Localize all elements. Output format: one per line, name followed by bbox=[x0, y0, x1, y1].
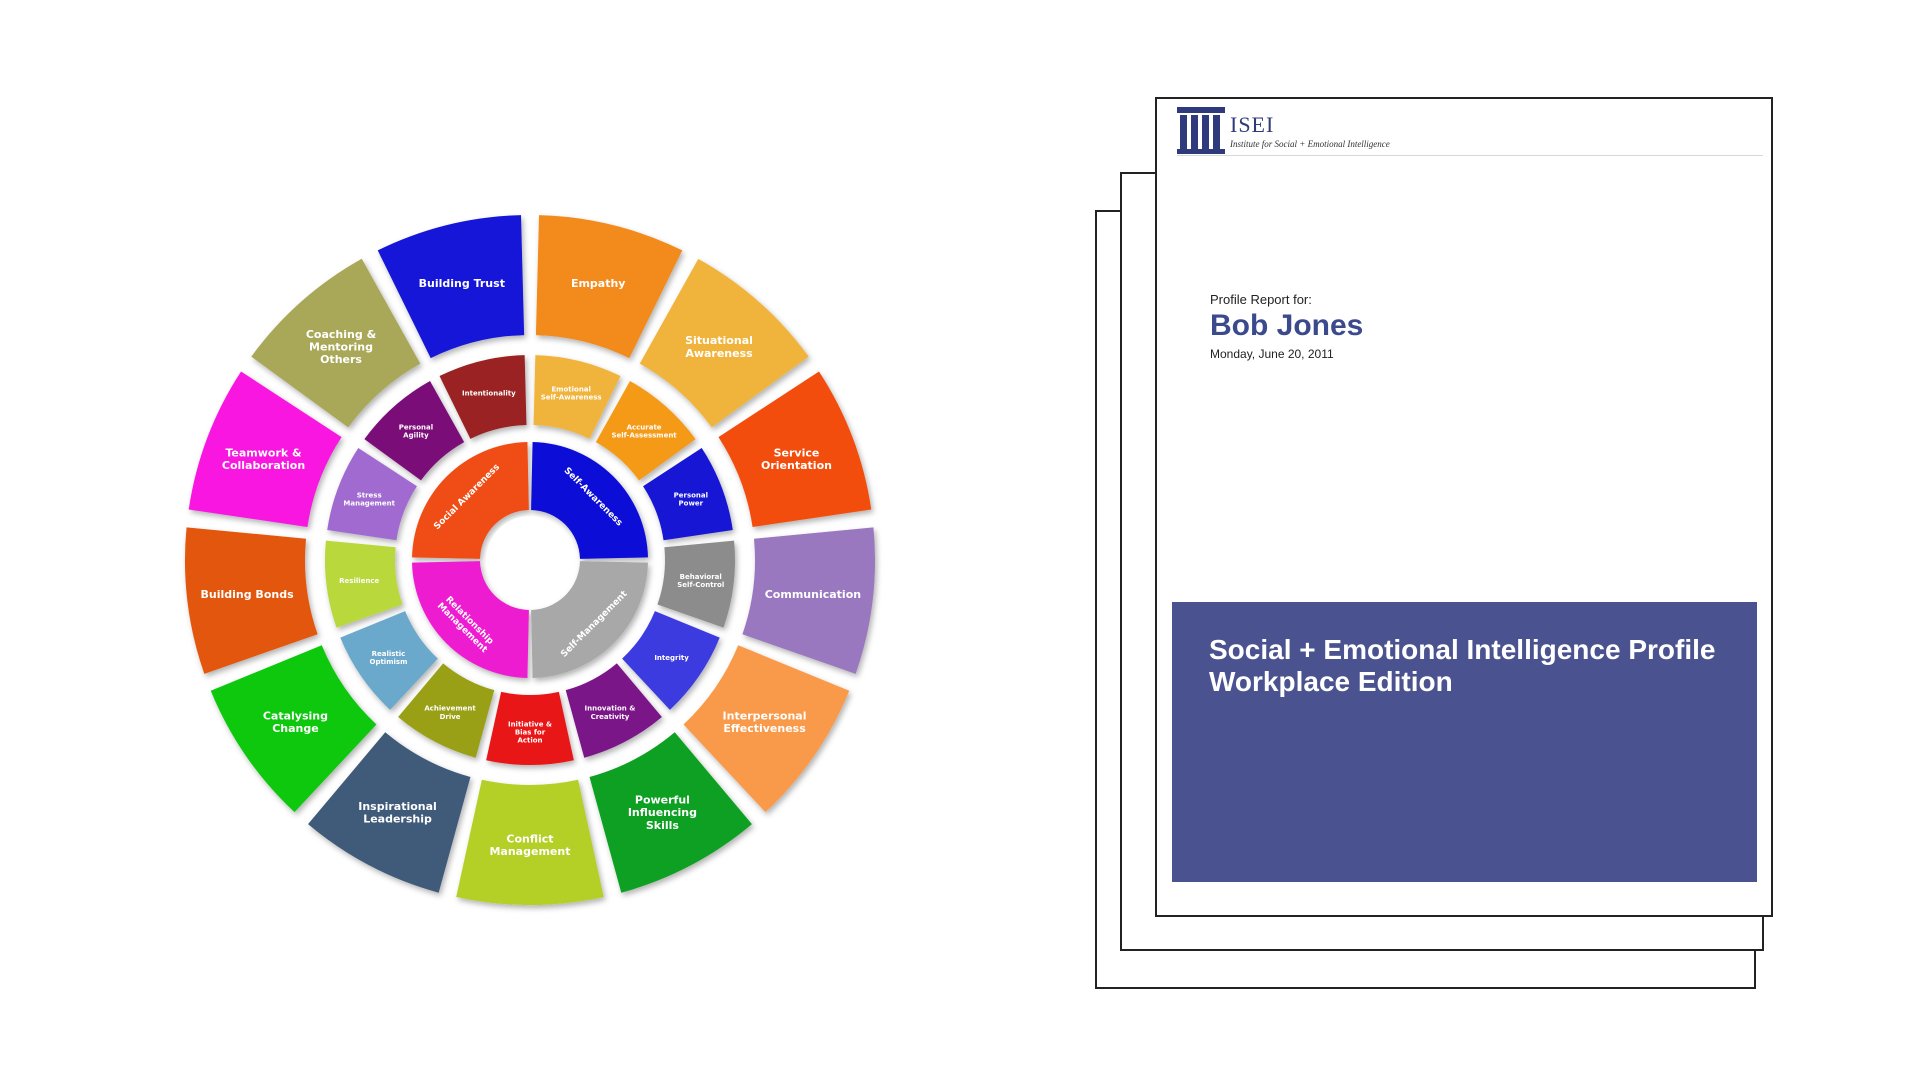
outer-label-interpersonal-effectiveness: Interpersonal Effectiveness bbox=[723, 709, 807, 735]
isei-columns-logo-icon bbox=[1177, 107, 1225, 154]
middle-label-intentionality: Intentionality bbox=[462, 389, 516, 397]
middle-ring: Emotional Self-Awareness Accurate Self-Asse… bbox=[325, 355, 735, 765]
outer-label-coaching-mentoring-others: Coaching & Mentoring Others bbox=[306, 328, 377, 366]
person-name: Bob Jones bbox=[1210, 309, 1364, 342]
outer-segment-conflict-management bbox=[456, 779, 604, 905]
outer-segment-teamwork-collaboration bbox=[188, 371, 342, 528]
outer-label-conflict-management: Conflict Management bbox=[489, 833, 570, 859]
middle-label-personal-power: Personal Power bbox=[674, 491, 708, 507]
report-title-line-2: Workplace Edition bbox=[1209, 666, 1453, 697]
isei-logo-name: ISEI bbox=[1230, 112, 1275, 137]
outer-segment-inspirational-leadership bbox=[308, 732, 471, 893]
middle-label-personal-agility: Personal Agility bbox=[399, 424, 433, 440]
middle-segment-personal-agility bbox=[364, 381, 465, 481]
outer-label-situational-awareness: Situational Awareness bbox=[685, 334, 753, 360]
middle-label-emotional-self-awareness: Emotional Self-Awareness bbox=[541, 385, 602, 401]
core-segment-relationship-management bbox=[412, 561, 529, 678]
outer-segment-interpersonal-effectiveness bbox=[683, 645, 850, 813]
wheel-center-hole bbox=[486, 516, 574, 604]
report-title-box: Social + Emotional Intelligence Profile … bbox=[1172, 602, 1757, 882]
outer-segment-service-orientation bbox=[718, 371, 872, 528]
middle-segment-emotional-self-awareness bbox=[533, 355, 621, 439]
middle-segment-stress-management bbox=[327, 448, 417, 541]
middle-segment-behavioral-self-control bbox=[657, 540, 735, 628]
middle-label-stress-management: Stress Management bbox=[343, 491, 395, 507]
middle-label-achievement-drive: Achievement Drive bbox=[424, 705, 476, 721]
outer-segment-communication bbox=[742, 527, 875, 674]
middle-segment-accurate-self-assessment bbox=[595, 381, 696, 481]
core-ring: Self-AwarenessSelf-ManagementRelationshi… bbox=[412, 442, 648, 678]
report-cover-page: ISEI Institute for Social + Emotional In… bbox=[1155, 97, 1773, 917]
report-title-line-1: Social + Emotional Intelligence Profile bbox=[1209, 634, 1716, 665]
outer-segment-coaching-mentoring-others bbox=[251, 258, 421, 428]
middle-segment-initiative-bias-for-action bbox=[486, 691, 574, 765]
core-segment-self-management bbox=[531, 561, 648, 678]
middle-segment-integrity bbox=[622, 611, 720, 710]
outer-segment-catalysing-change bbox=[210, 645, 377, 813]
report-date: Monday, June 20, 2011 bbox=[1210, 347, 1334, 361]
profile-report-label: Profile Report for: bbox=[1210, 292, 1312, 307]
middle-label-integrity: Integrity bbox=[654, 654, 689, 662]
middle-segment-resilience bbox=[325, 540, 403, 628]
middle-label-accurate-self-assessment: Accurate Self-Assessment bbox=[611, 424, 677, 440]
isei-logo-tagline: Institute for Social + Emotional Intelli… bbox=[1230, 139, 1390, 149]
outer-label-building-trust: Building Trust bbox=[419, 277, 505, 290]
outer-ring: Empathy Situational Awareness Service Orient… bbox=[184, 215, 875, 905]
middle-label-realistic-optimism: Realistic Optimism bbox=[370, 650, 408, 666]
middle-segment-innovation-creativity bbox=[565, 663, 662, 758]
middle-label-resilience: Resilience bbox=[339, 577, 379, 585]
outer-label-building-bonds: Building Bonds bbox=[201, 588, 295, 601]
outer-label-communication: Communication bbox=[765, 588, 861, 601]
outer-label-teamwork-collaboration: Teamwork & Collaboration bbox=[222, 446, 305, 472]
middle-label-behavioral-self-control: Behavioral Self-Control bbox=[677, 573, 724, 589]
outer-segment-building-bonds bbox=[184, 527, 318, 674]
outer-label-powerful-influencing-skills: Powerful Influencing Skills bbox=[628, 794, 697, 832]
outer-label-inspirational-leadership: Inspirational Leadership bbox=[358, 800, 437, 826]
outer-segment-empathy bbox=[535, 215, 683, 359]
outer-segment-powerful-influencing-skills bbox=[589, 732, 752, 893]
outer-segment-building-trust bbox=[377, 215, 525, 359]
outer-label-service-orientation: Service Orientation bbox=[761, 446, 832, 472]
core-segment-self-awareness bbox=[531, 442, 648, 559]
middle-label-innovation-creativity: Innovation & Creativity bbox=[585, 705, 636, 721]
middle-segment-achievement-drive bbox=[398, 663, 495, 758]
competency-wheel: Empathy Situational Awareness Service Orient… bbox=[184, 215, 875, 905]
outer-label-empathy: Empathy bbox=[571, 277, 626, 290]
outer-label-catalysing-change: Catalysing Change bbox=[263, 709, 328, 735]
header-divider bbox=[1177, 155, 1763, 156]
middle-label-initiative-bias-for-action: Initiative & Bias for Action bbox=[508, 720, 552, 744]
middle-segment-realistic-optimism bbox=[340, 611, 438, 710]
middle-segment-intentionality bbox=[439, 355, 527, 439]
outer-segment-situational-awareness bbox=[639, 258, 809, 428]
core-segment-social-awareness bbox=[412, 442, 529, 559]
middle-segment-personal-power bbox=[643, 448, 733, 541]
